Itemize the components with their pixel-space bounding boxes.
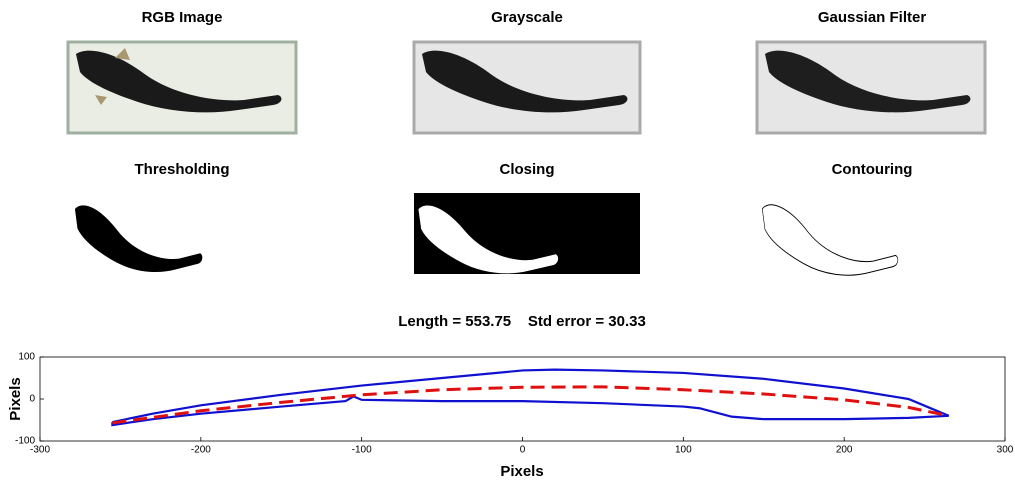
line-series	[112, 387, 948, 423]
x-tick-label: 200	[836, 445, 853, 456]
contour-image	[762, 205, 898, 275]
y-tick-label: 0	[29, 394, 35, 405]
panel-title: Gaussian Filter	[818, 9, 927, 26]
closing-image	[414, 193, 640, 274]
threshold-image	[75, 205, 202, 272]
panel-title: Closing	[500, 161, 555, 178]
panel-title: RGB Image	[142, 9, 223, 26]
figure: RGB Image Grayscale Gaussian Filter Thre…	[0, 0, 1015, 483]
x-tick-label: -200	[191, 445, 211, 456]
panel-title: Grayscale	[491, 9, 563, 26]
gaussian-image	[757, 42, 985, 133]
x-tick-label: 0	[520, 445, 526, 456]
rgb-image	[68, 42, 296, 133]
x-tick-label: 300	[997, 445, 1014, 456]
chart-title: Length = 553.75 Std error = 30.33	[398, 313, 646, 330]
grayscale-image	[414, 42, 640, 133]
y-tick-label: -100	[15, 436, 35, 447]
y-axis-label: Pixels	[7, 377, 24, 420]
x-tick-label: 100	[675, 445, 692, 456]
x-tick-label: -100	[352, 445, 372, 456]
line-series	[112, 370, 948, 425]
panel-title: Contouring	[832, 161, 913, 178]
x-axis-label: Pixels	[500, 463, 543, 480]
y-tick-label: 100	[18, 352, 35, 363]
panel-title: Thresholding	[135, 161, 230, 178]
